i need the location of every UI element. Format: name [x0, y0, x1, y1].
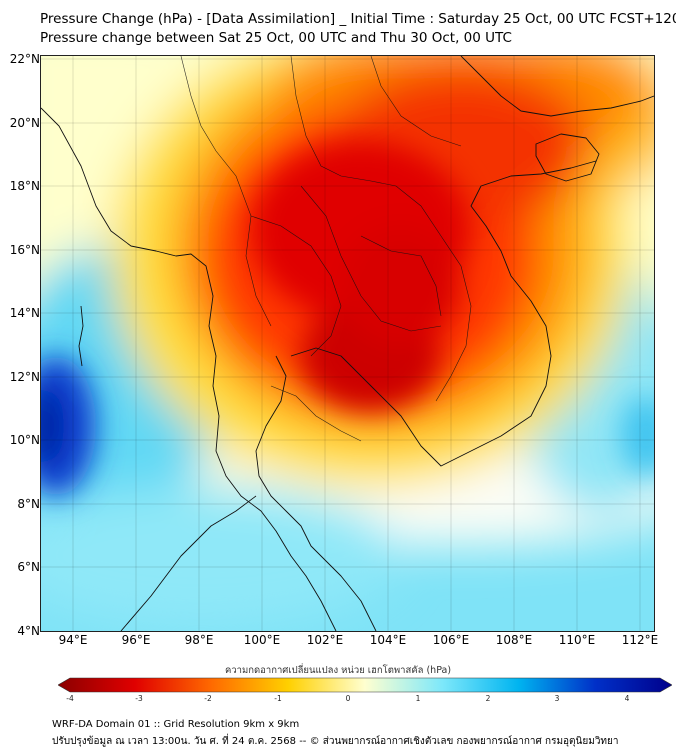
- footer-domain-info: WRF-DA Domain 01 :: Grid Resolution 9km …: [52, 719, 300, 730]
- lat-label: 20°N: [9, 116, 40, 130]
- colorbar-tick: 2: [485, 694, 491, 703]
- colorbar-tick: -1: [274, 694, 282, 703]
- colorbar-tick: 3: [554, 694, 560, 703]
- colorbar-tick: -3: [135, 694, 143, 703]
- lat-label: 4°N: [17, 624, 40, 638]
- graticule: [41, 56, 654, 631]
- lat-label: 18°N: [9, 179, 40, 193]
- lat-label: 8°N: [17, 497, 40, 511]
- lon-label: 112°E: [621, 633, 659, 647]
- lon-label: 108°E: [495, 633, 533, 647]
- colorbar-tick: 4: [624, 694, 630, 703]
- pressure-change-map: [40, 55, 655, 632]
- lat-label: 16°N: [9, 243, 40, 257]
- lat-label: 10°N: [9, 433, 40, 447]
- colorbar-label: ความกดอากาศเปลี่ยนแปลง หน่วย เฮกโตพาสคัล…: [224, 665, 452, 676]
- borders: [180, 56, 472, 442]
- map-field: [41, 56, 654, 631]
- lat-label: 6°N: [17, 560, 40, 574]
- lat-label: 12°N: [9, 370, 40, 384]
- lon-label: 94°E: [58, 633, 88, 647]
- colorbar-tick: 0: [345, 694, 351, 703]
- lon-label: 104°E: [369, 633, 407, 647]
- lon-label: 110°E: [558, 633, 596, 647]
- lon-label: 96°E: [121, 633, 151, 647]
- footer-credit: ปรับปรุงข้อมูล ณ เวลา 13:00น. วัน ศ. ที่…: [52, 736, 619, 747]
- lat-label: 14°N: [9, 306, 40, 320]
- coastlines: [41, 56, 654, 631]
- lon-label: 100°E: [243, 633, 281, 647]
- lon-label: 102°E: [306, 633, 344, 647]
- lat-label: 22°N: [9, 52, 40, 66]
- colorbar: [58, 677, 672, 693]
- lon-label: 106°E: [432, 633, 470, 647]
- colorbar-tick: -4: [66, 694, 74, 703]
- title-line-1: Pressure Change (hPa) - [Data Assimilati…: [40, 11, 676, 27]
- chart-title: Pressure Change (hPa) - [Data Assimilati…: [40, 10, 676, 48]
- title-line-2: Pressure change between Sat 25 Oct, 00 U…: [40, 30, 512, 46]
- colorbar-tick: 1: [415, 694, 421, 703]
- lon-label: 98°E: [184, 633, 214, 647]
- colorbar-tick: -2: [204, 694, 212, 703]
